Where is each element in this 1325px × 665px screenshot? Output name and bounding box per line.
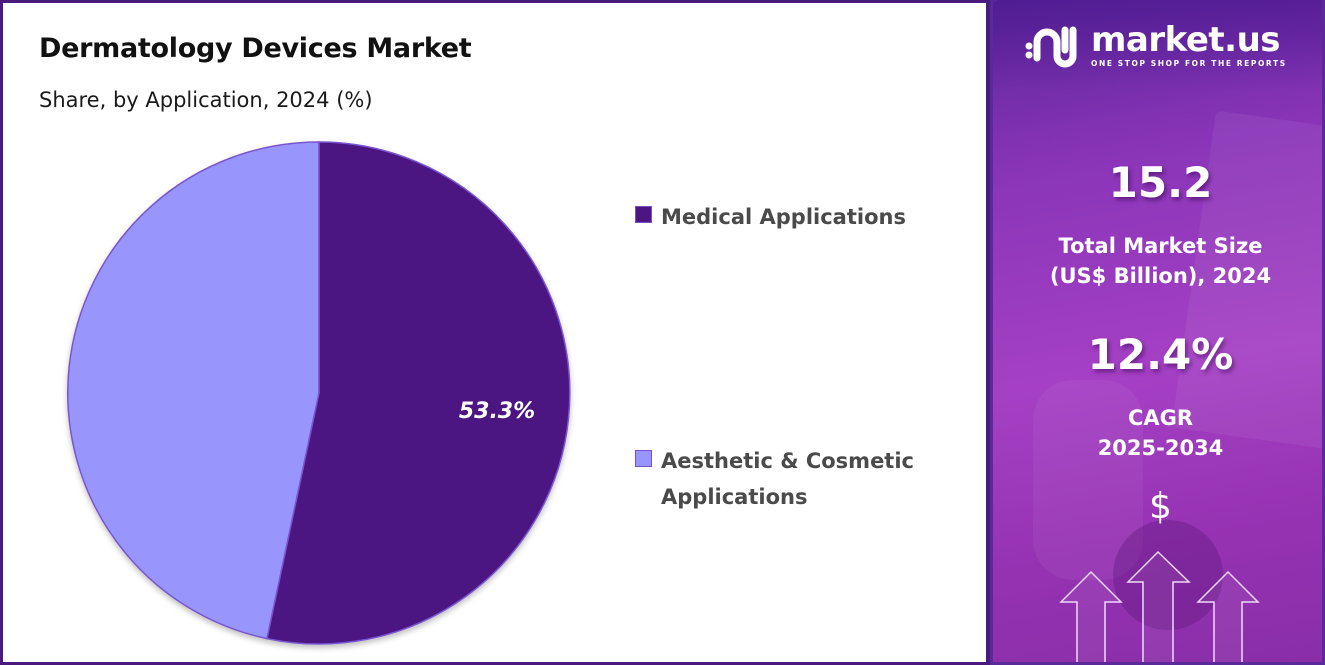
legend-label: Medical Applications — [661, 205, 906, 229]
market-us-logo-icon — [1025, 26, 1077, 68]
growth-arrows-icon — [1059, 550, 1260, 662]
background-decoration — [993, 0, 1322, 90]
pie-chart: 53.3% — [67, 141, 571, 645]
cagr-label-line2: 2025-2034 — [1097, 436, 1224, 460]
brand-name: market.us — [1091, 19, 1281, 60]
brand-logo[interactable]: market.us ONE STOP SHOP FOR THE REPORTS — [1025, 22, 1287, 68]
chart-title: Dermatology Devices Market — [39, 33, 472, 64]
pie-slice-aesthetic[interactable] — [67, 141, 320, 640]
legend-item-aesthetic[interactable]: Aesthetic & Cosmetic Applications — [635, 443, 961, 515]
background-decoration — [1033, 380, 1143, 580]
cagr-label-line1: CAGR — [1127, 406, 1194, 430]
legend-swatch-aesthetic — [635, 450, 652, 467]
pie-slice-medical[interactable] — [266, 141, 571, 645]
background-decoration — [1113, 520, 1223, 630]
legend-item-medical[interactable]: Medical Applications — [635, 199, 961, 235]
chart-subtitle: Share, by Application, 2024 (%) — [39, 88, 373, 112]
legend-swatch-medical — [635, 206, 652, 223]
market-size-label-line2: (US$ Billion), 2024 — [1049, 264, 1272, 288]
summary-sidebar: market.us ONE STOP SHOP FOR THE REPORTS … — [990, 0, 1325, 665]
legend-label: Aesthetic & Cosmetic Applications — [661, 449, 914, 509]
pie-label-medical: 53.3% — [459, 399, 535, 424]
chart-panel: Dermatology Devices Market Share, by App… — [0, 0, 990, 665]
cagr-value: 12.4% — [1087, 330, 1234, 379]
market-size-label-line1: Total Market Size — [1058, 234, 1263, 258]
dollar-icon: $ — [1149, 486, 1172, 527]
brand-tagline: ONE STOP SHOP FOR THE REPORTS — [1091, 58, 1287, 68]
market-size-value: 15.2 — [1108, 158, 1213, 207]
